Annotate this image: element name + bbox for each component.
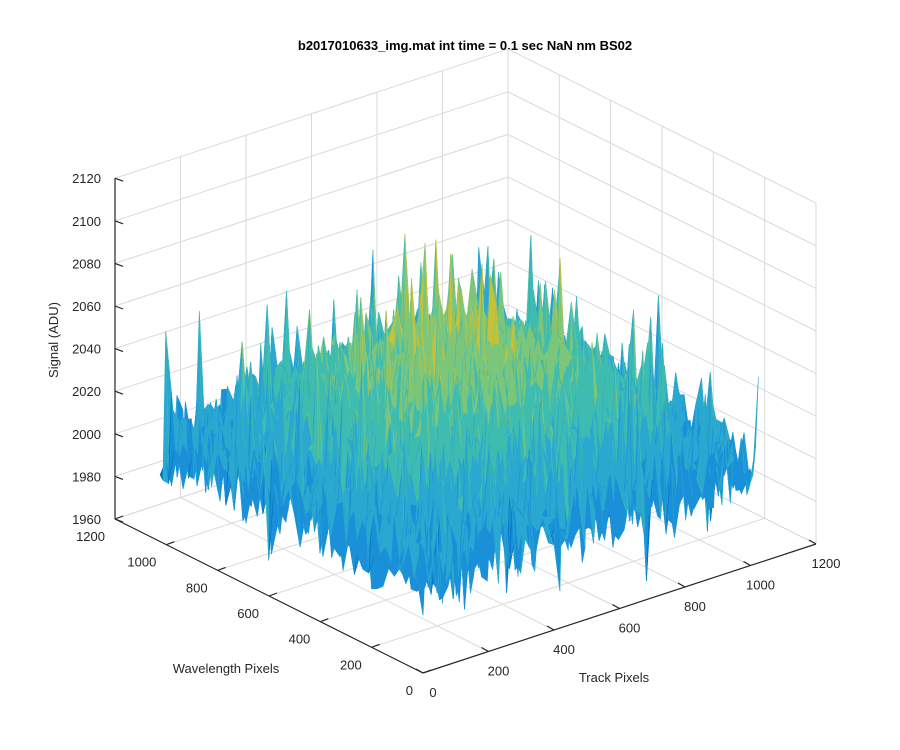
grid-line [507, 48, 817, 204]
chart-title: b2017010633_img.mat int time = 0.1 sec N… [298, 38, 632, 53]
grid-line [507, 176, 817, 332]
grid-line [114, 261, 509, 392]
grid-line [114, 176, 509, 307]
grid-line [507, 91, 817, 247]
grid-line [114, 48, 509, 179]
grid-line [507, 133, 817, 289]
grid-line [114, 91, 509, 222]
grid-line [371, 517, 765, 648]
grid-line [507, 219, 817, 375]
grid-line [114, 133, 509, 264]
grid-line [114, 219, 509, 350]
surface-layer [159, 234, 759, 616]
